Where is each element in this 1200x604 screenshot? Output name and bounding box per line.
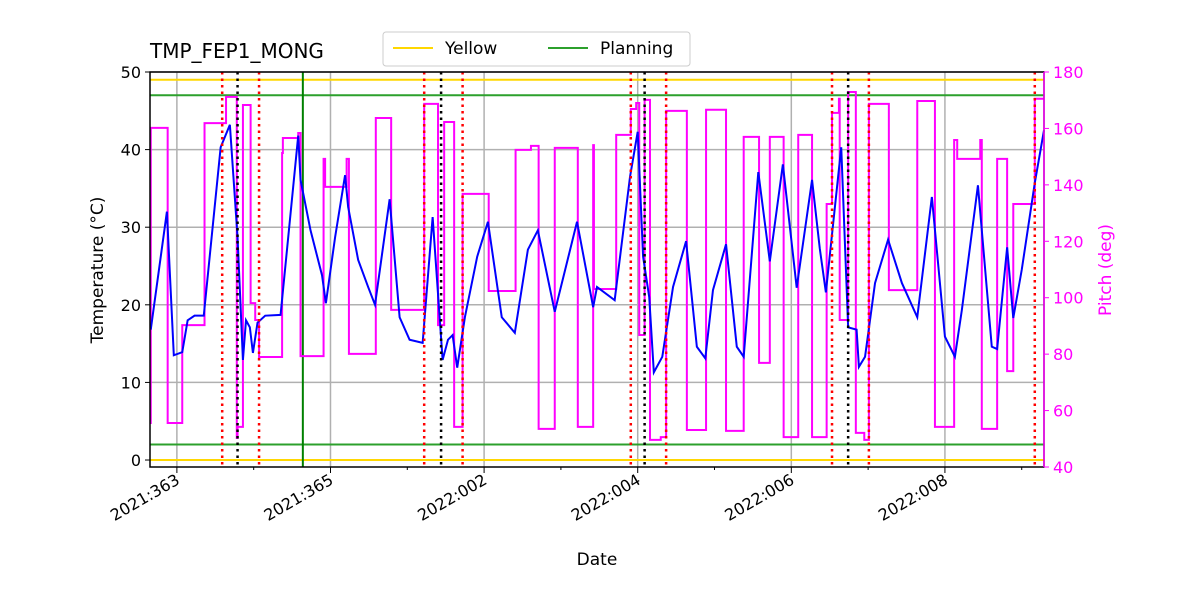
pitch-series: [149, 91, 1044, 441]
y-right-tick-label: 180: [1053, 63, 1084, 82]
chart-title: TMP_FEP1_MONG: [149, 39, 324, 63]
y-tick-label: 20: [121, 296, 141, 315]
plot-area: 2021:363 2021:365 2022:002 2022:004 2022:006…: [107, 63, 1084, 525]
x-axis-label: Date: [577, 550, 618, 570]
y-axis-right-label: Pitch (deg): [1096, 224, 1116, 316]
x-tick-label: 2021:363: [107, 470, 183, 525]
y-right-tick-label: 80: [1053, 345, 1073, 364]
y-tick-label: 50: [121, 63, 141, 82]
legend-label-planning: Planning: [600, 39, 673, 59]
y-tick-label: 0: [131, 451, 141, 470]
x-tick-label: 2021:365: [261, 470, 337, 525]
y-right-tick-label: 160: [1053, 119, 1084, 138]
x-tick-label: 2022:002: [414, 470, 490, 525]
temperature-series: [149, 124, 1045, 376]
x-tick-label: 2022:008: [875, 470, 951, 525]
y-right-tick-label: 60: [1053, 402, 1073, 421]
y-right-tick-label: 40: [1053, 458, 1073, 477]
y-tick-label: 10: [121, 373, 141, 392]
legend-box: [382, 31, 691, 67]
y-tick-label: 30: [121, 218, 141, 237]
y-right-tick-label: 120: [1053, 232, 1084, 251]
x-tick-label: 2022:004: [568, 470, 644, 525]
y-tick-label: 40: [121, 141, 141, 160]
legend-label-yellow: Yellow: [444, 39, 497, 59]
y-right-tick-label: 100: [1053, 289, 1084, 308]
y-right-tick-label: 140: [1053, 176, 1084, 195]
x-tick-label: 2022:006: [721, 470, 797, 525]
legend: Yellow Planning: [382, 31, 691, 67]
y-axis-label: Temperature (°C): [88, 197, 108, 345]
